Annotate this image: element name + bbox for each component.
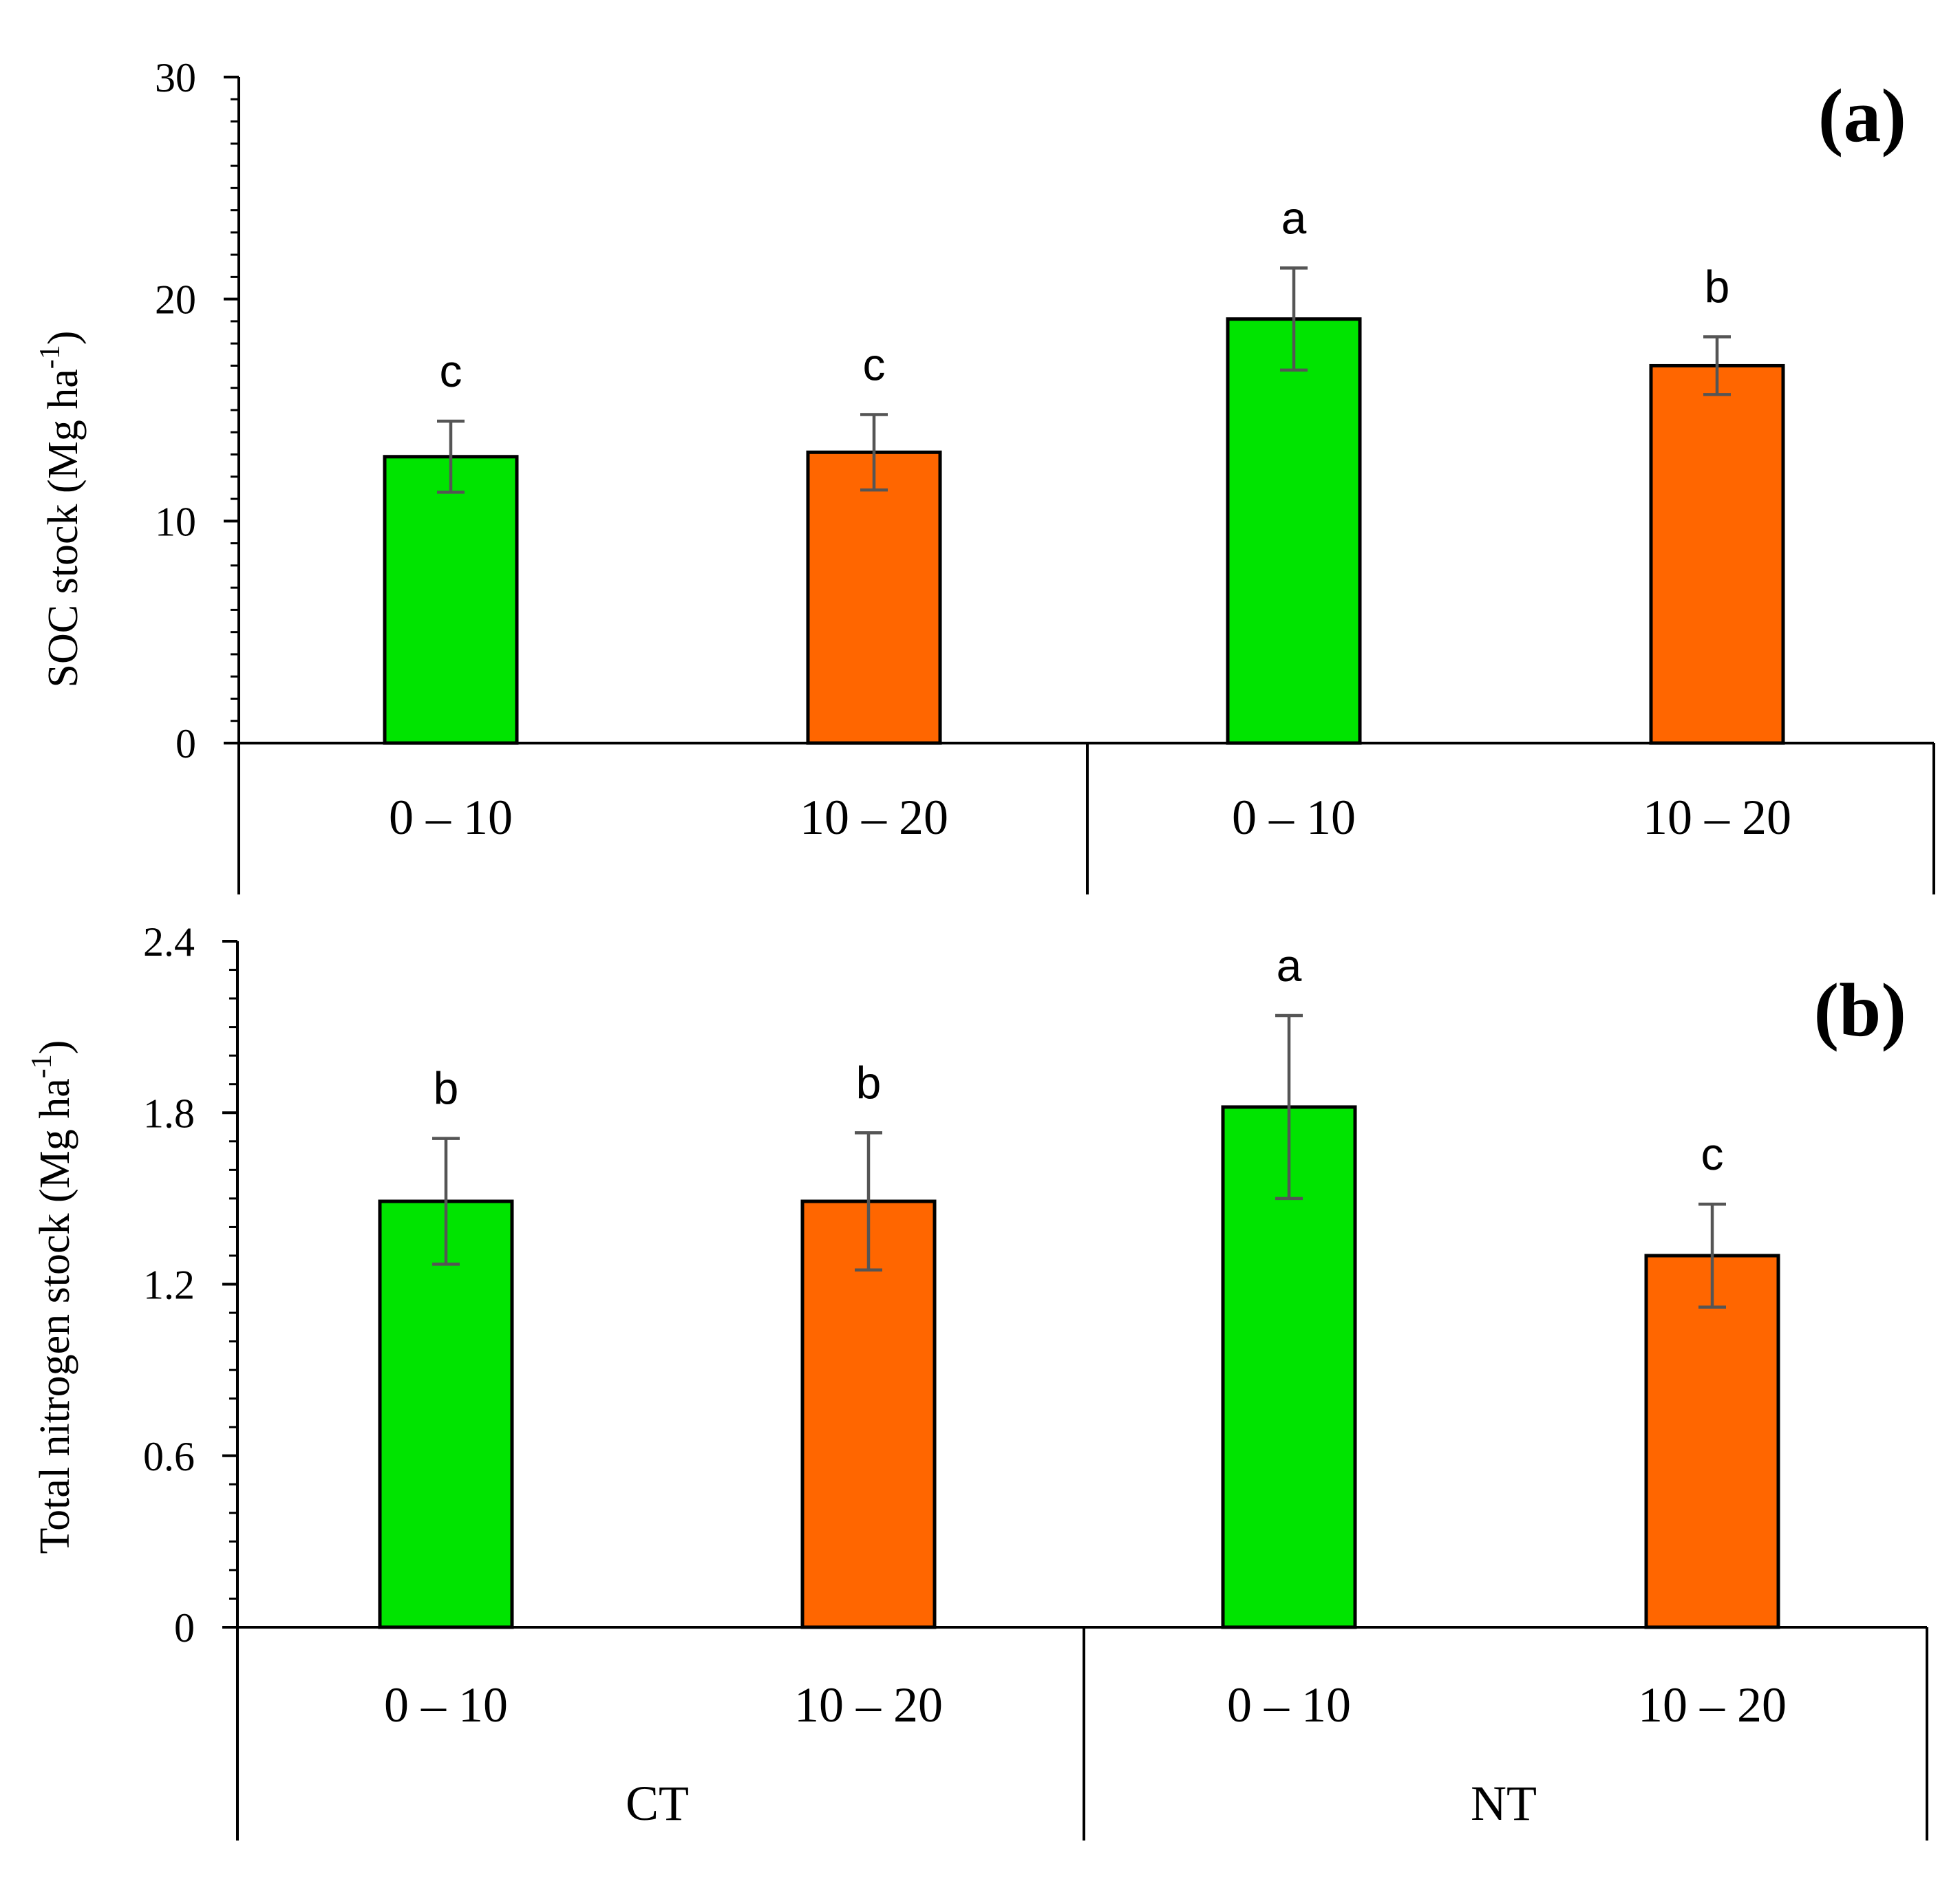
panel-a-y-axis-title: SOC stock (Mg ha-1)	[34, 331, 87, 688]
panel-b-y-tick-label: 1.2	[143, 1263, 195, 1308]
panel-b-y-tick-label: 2.4	[143, 919, 195, 965]
significance-letter: c	[1701, 1128, 1724, 1179]
panel-a-y-tick-label: 20	[155, 277, 196, 323]
panel-a-y-tick-label: 30	[155, 55, 196, 100]
panel-b-y-tick-label: 1.8	[143, 1091, 195, 1136]
panel-b-bars: b b a c	[378, 940, 1780, 1629]
error-bar	[1275, 1013, 1303, 1201]
panel-b-tag: (b)	[1814, 968, 1906, 1052]
error-bar	[860, 413, 888, 492]
significance-letter: b	[856, 1057, 882, 1108]
error-bar	[1703, 335, 1731, 396]
panel-a-y-tick-label: 0	[175, 721, 196, 766]
bar-nt-10-20	[1649, 363, 1785, 745]
panel-a-y-tick-label: 10	[155, 499, 196, 544]
panel-b-category-label: 0 – 10	[1227, 1677, 1351, 1732]
group-label-nt: NT	[1471, 1776, 1537, 1831]
panel-b-y-tick-label: 0.6	[143, 1434, 195, 1479]
panel-b-y-axis-title: Total nitrogen stock (Mg ha-1)	[26, 1040, 78, 1554]
panel-a-category-label: 0 – 10	[389, 790, 513, 845]
significance-letter: a	[1281, 192, 1307, 243]
bar-ct-0-10	[383, 455, 519, 745]
bar-nt-10-20	[1644, 1254, 1780, 1629]
error-bar	[1280, 266, 1308, 372]
group-label-ct: CT	[626, 1776, 689, 1831]
significance-letter: b	[434, 1063, 459, 1114]
panel-a-bars: c c a b	[383, 192, 1785, 745]
panel-b-category-label: 0 – 10	[384, 1677, 508, 1732]
error-bar	[1698, 1202, 1726, 1309]
panel-b-category-label: 10 – 20	[794, 1677, 943, 1732]
panel-a-category-label: 0 – 10	[1232, 790, 1356, 845]
panel-a-y-ticks: 0 10 20 30	[155, 55, 239, 766]
panel-b-category-label: 10 – 20	[1638, 1677, 1787, 1732]
error-bar	[855, 1131, 882, 1272]
bar-ct-10-20	[806, 450, 942, 745]
significance-letter: c	[440, 345, 462, 396]
panel-b: (b) Total nitrogen stock (Mg ha-1) 0 0.6 1…	[26, 919, 1928, 1841]
panel-a: (a) SOC stock (Mg ha-1) 0 10 20 30 0 – 10 1…	[34, 55, 1935, 894]
bar-nt-0-10	[1226, 317, 1362, 745]
bar-ct-10-20	[800, 1199, 937, 1629]
bar-ct-0-10	[378, 1199, 514, 1629]
panel-a-category-label: 10 – 20	[800, 790, 948, 845]
error-bar	[432, 1137, 460, 1266]
significance-letter: b	[1705, 261, 1730, 312]
panel-a-category-label: 10 – 20	[1643, 790, 1791, 845]
panel-a-tag: (a)	[1818, 74, 1906, 158]
error-bar	[437, 419, 465, 494]
significance-letter: c	[863, 339, 886, 389]
panel-b-y-tick-label: 0	[174, 1605, 195, 1651]
significance-letter: a	[1277, 940, 1302, 991]
